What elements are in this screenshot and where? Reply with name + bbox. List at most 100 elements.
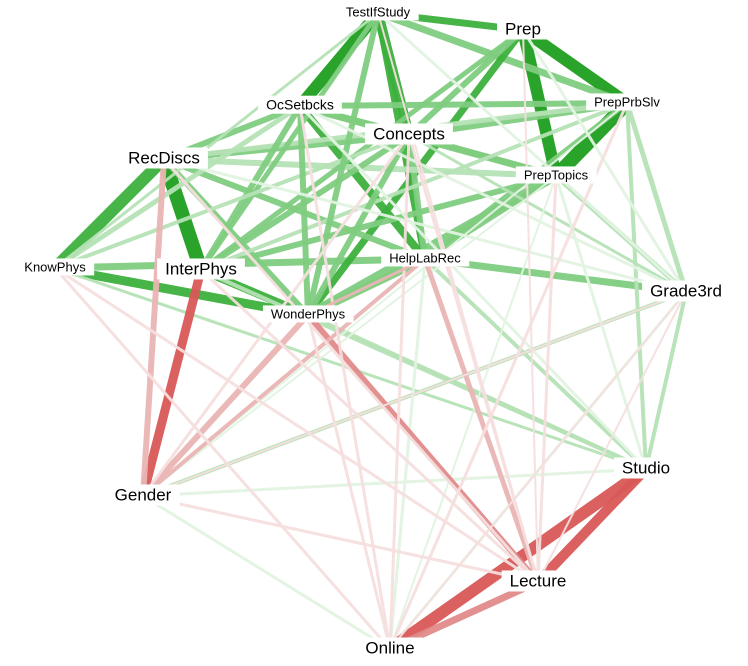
edge [200, 101, 628, 272]
edge [142, 467, 647, 498]
edge [200, 268, 647, 471]
edge [423, 257, 648, 471]
edge [142, 291, 687, 497]
node: OcSetbcks [258, 95, 342, 114]
node-label-bg [586, 93, 669, 111]
edge [521, 29, 688, 293]
node-label: Prep [505, 19, 541, 38]
edge [408, 133, 687, 294]
node-label-bg [337, 3, 419, 21]
edge [142, 494, 391, 651]
node: HelpLabRec [381, 249, 470, 267]
node-label: Gender [115, 485, 172, 504]
edge [377, 12, 539, 583]
edge [422, 258, 541, 583]
edge [389, 291, 687, 650]
edge [305, 12, 381, 316]
node-label-bg [613, 457, 679, 479]
edge [522, 29, 539, 583]
node: TestIfStudy [337, 3, 419, 21]
node-label: Concepts [373, 124, 445, 143]
edge [138, 268, 206, 498]
node: Lecture [501, 570, 575, 592]
edge [162, 158, 540, 583]
edge [297, 105, 311, 316]
nodes: TestIfStudy Prep PrepPrbSlv OcSetbcks Concep… [16, 3, 730, 659]
edge [406, 134, 428, 260]
node-label: KnowPhys [24, 259, 86, 274]
edge [199, 268, 540, 584]
node: PrepPrbSlv [586, 93, 669, 111]
edge [537, 291, 687, 583]
node-label: OcSetbcks [266, 97, 334, 113]
node-label-bg [157, 258, 245, 280]
node-label-bg [497, 18, 549, 40]
node-label: Grade3rd [650, 281, 722, 300]
node-label-bg [262, 305, 354, 323]
edge [54, 266, 539, 584]
edge [142, 175, 557, 497]
node-label: InterPhys [165, 259, 237, 278]
edge [198, 11, 381, 272]
edge [142, 494, 539, 584]
node-label: PrepTopics [524, 167, 589, 182]
node: RecDiscs [120, 147, 208, 169]
edge [200, 173, 557, 273]
edge [53, 103, 302, 271]
node-label: Studio [622, 458, 670, 477]
node-label: TestIfStudy [346, 4, 411, 19]
node-label-bg [515, 166, 597, 184]
edge [306, 314, 392, 650]
node: Gender [106, 484, 180, 506]
edge [554, 175, 648, 470]
node: Grade3rd [642, 280, 730, 302]
node-label: HelpLabRec [389, 250, 461, 265]
node: Online [357, 637, 423, 659]
edge [299, 100, 628, 109]
edge [644, 291, 688, 470]
edge [534, 465, 650, 586]
edge [388, 102, 629, 650]
node: PrepTopics [515, 166, 597, 184]
edge [54, 11, 379, 270]
node-label-bg [357, 637, 423, 659]
node-label-bg [16, 258, 95, 276]
edge [140, 158, 167, 497]
edge [388, 258, 427, 650]
edge [519, 25, 631, 108]
edge [624, 102, 689, 293]
edge [625, 102, 648, 470]
edge [50, 154, 169, 273]
node-label: Online [365, 638, 414, 657]
node-label: PrepPrbSlv [594, 94, 660, 109]
node-label-bg [106, 484, 180, 506]
node: Prep [497, 18, 549, 40]
node: Concepts [365, 123, 453, 145]
edge [141, 257, 427, 498]
edge [53, 267, 392, 650]
node-label-bg [365, 123, 453, 145]
node: Studio [613, 457, 679, 479]
node-label: Lecture [510, 571, 567, 590]
node-label-bg [120, 147, 208, 169]
edge [298, 105, 392, 650]
edge [305, 133, 412, 317]
node-label-bg [642, 280, 730, 302]
edge [388, 134, 411, 650]
node-label-bg [258, 95, 342, 114]
edge [163, 157, 687, 294]
node: WonderPhys [262, 305, 354, 323]
edge [199, 27, 525, 273]
edge [536, 175, 558, 583]
node-label-bg [501, 570, 575, 592]
node-label: WonderPhys [271, 306, 346, 321]
node: InterPhys [157, 258, 245, 280]
edge [406, 27, 526, 138]
edge [299, 104, 687, 294]
node-label-bg [381, 249, 470, 267]
node: KnowPhys [16, 258, 95, 276]
node-label: RecDiscs [128, 148, 200, 167]
edge [376, 11, 688, 294]
